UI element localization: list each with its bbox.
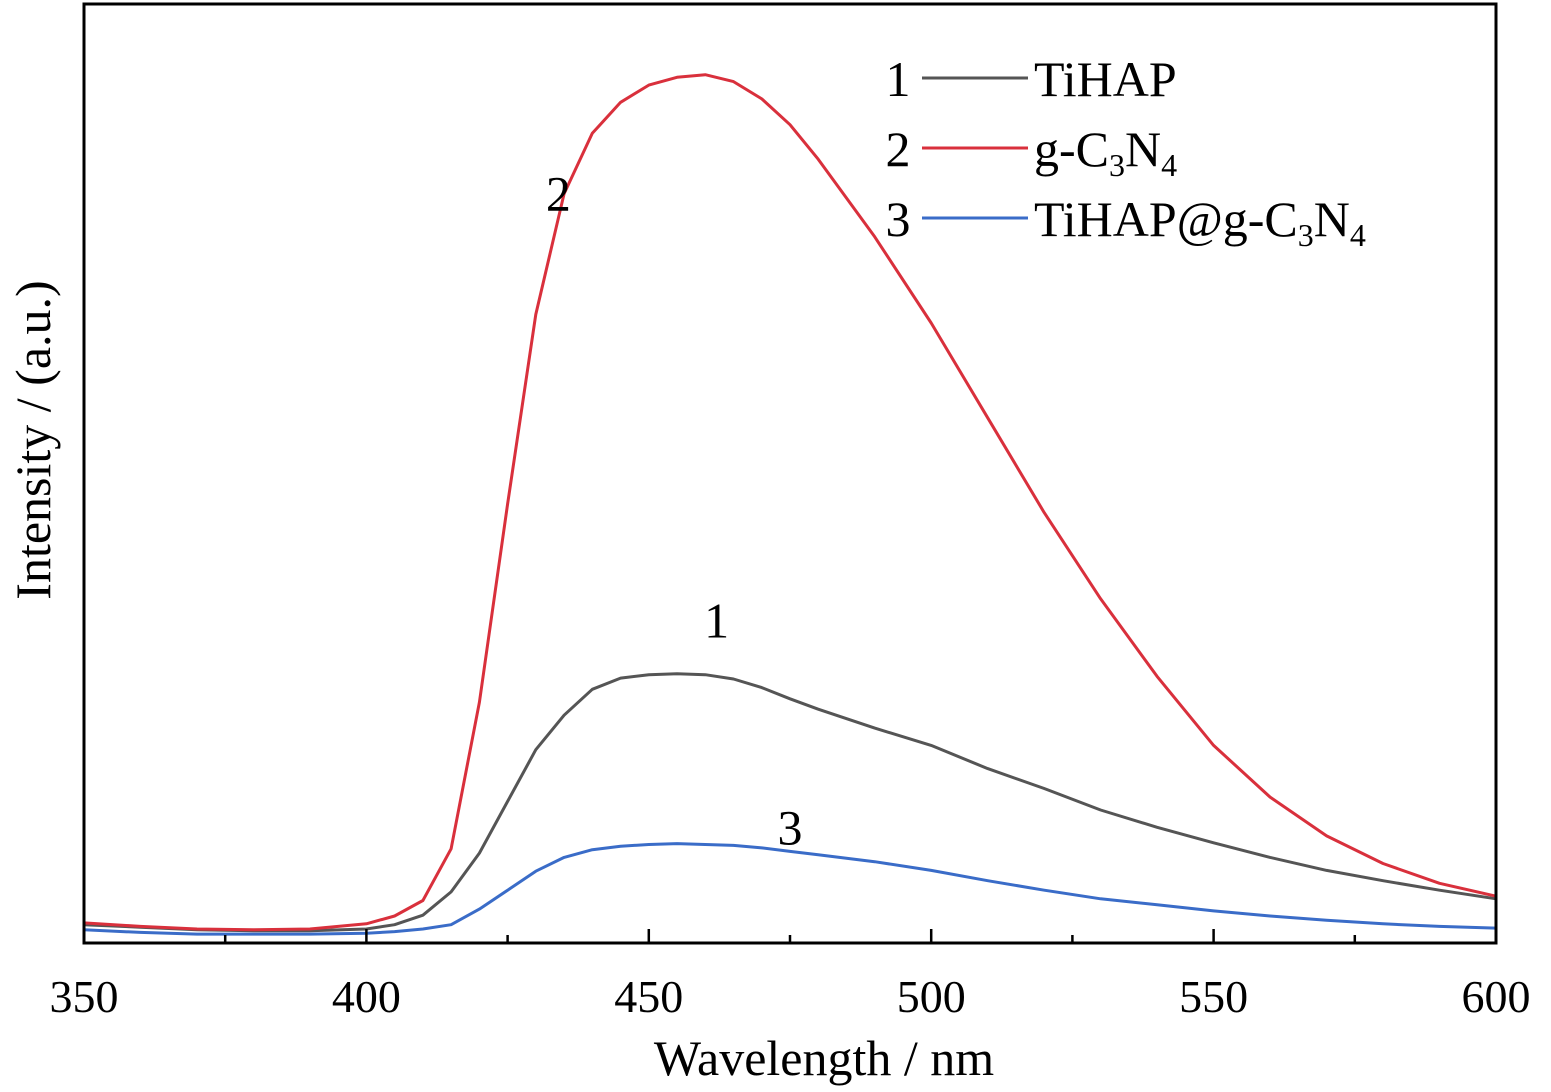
series-line-1 xyxy=(83,672,1497,933)
curve-labels: 2 1 3 xyxy=(546,166,803,856)
series-line-2 xyxy=(83,73,1497,932)
legend-label-part: 4 xyxy=(1350,217,1366,253)
curve-label-1: 1 xyxy=(704,592,729,648)
legend-label-part: 3 xyxy=(1298,217,1314,253)
legend-label-3: TiHAP@g-C3N4 xyxy=(1034,191,1366,253)
curve-label-2: 2 xyxy=(546,166,571,222)
x-tick-label: 500 xyxy=(897,971,966,1022)
legend-label-part: TiHAP xyxy=(1034,51,1177,107)
legend-label-part: g-C xyxy=(1034,121,1109,177)
legend-label-2: g-C3N4 xyxy=(1034,121,1177,183)
legend-label-part: N xyxy=(1125,121,1161,177)
legend-label-part: 3 xyxy=(1109,147,1125,183)
series-curves xyxy=(83,73,1497,936)
legend-label-part: N xyxy=(1314,191,1350,247)
x-tick-label: 450 xyxy=(614,971,683,1022)
legend-label-part: 4 xyxy=(1161,147,1177,183)
x-tick-label: 550 xyxy=(1179,971,1248,1022)
y-axis-title: Intensity / (a.u.) xyxy=(5,280,61,599)
legend-number-2: 2 xyxy=(886,121,911,177)
curve-label-3: 3 xyxy=(778,799,803,855)
legend-label-part: TiHAP@g-C xyxy=(1034,191,1298,247)
x-tick-label: 350 xyxy=(50,971,119,1022)
legend-number-1: 1 xyxy=(886,51,911,107)
series-line-3 xyxy=(83,842,1497,936)
x-tick-label: 400 xyxy=(332,971,401,1022)
x-tick-label: 600 xyxy=(1462,971,1531,1022)
axes: 350 400 450 500 550 600 xyxy=(50,2,1531,1022)
x-axis-title: Wavelength / nm xyxy=(654,1030,994,1086)
legend-label-1: TiHAP xyxy=(1034,51,1177,107)
legend-number-3: 3 xyxy=(886,191,911,247)
